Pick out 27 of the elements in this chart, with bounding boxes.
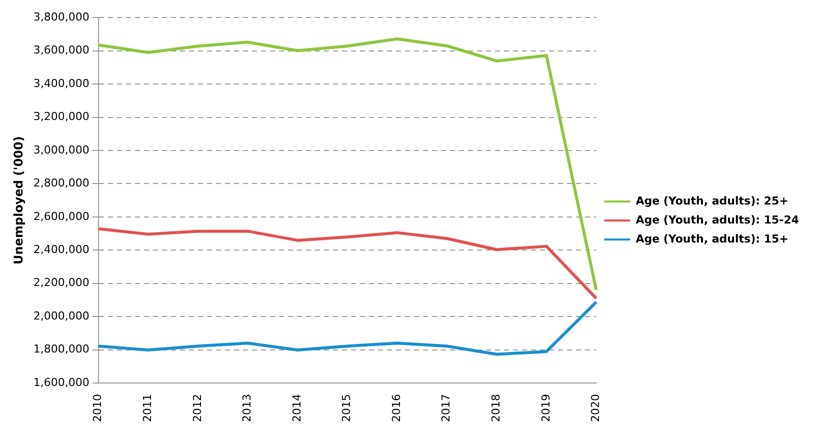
y-tick-label: 3,400,000 — [33, 76, 90, 90]
y-axis-title: Unemployed ('000) — [11, 136, 26, 264]
y-tick-label: 2,000,000 — [33, 309, 90, 322]
x-tick-label: 2017 — [440, 394, 453, 422]
y-tick-label: 2,400,000 — [33, 242, 90, 256]
legend-label: Age (Youth, adults): 25+ — [636, 194, 788, 208]
x-tick-label: 2014 — [290, 394, 304, 422]
x-tick-label: 2011 — [141, 394, 154, 422]
x-tick-label: 2018 — [490, 394, 503, 422]
x-tick-label: 2013 — [240, 394, 254, 422]
y-tick-label: 1,600,000 — [33, 376, 90, 389]
y-tick-label: 2,200,000 — [33, 276, 90, 290]
y-tick-label: 2,800,000 — [33, 176, 90, 190]
y-tick-label: 3,200,000 — [33, 110, 90, 124]
y-tick-label: 3,600,000 — [33, 44, 90, 57]
y-tick-label: 2,600,000 — [33, 210, 90, 223]
x-tick-label: 2012 — [190, 394, 204, 422]
y-tick-label: 3,800,000 — [33, 10, 90, 24]
x-tick-label: 2016 — [390, 394, 403, 422]
y-tick-label: 3,000,000 — [33, 143, 90, 156]
legend-label: Age (Youth, adults): 15-24 — [636, 213, 800, 226]
x-tick-label: 2010 — [91, 394, 104, 422]
legend-label: Age (Youth, adults): 15+ — [636, 232, 788, 246]
x-tick-label: 2019 — [539, 394, 552, 422]
x-tick-label: 2020 — [589, 394, 602, 422]
x-tick-label: 2015 — [340, 394, 354, 422]
y-tick-label: 1,800,000 — [33, 342, 90, 356]
